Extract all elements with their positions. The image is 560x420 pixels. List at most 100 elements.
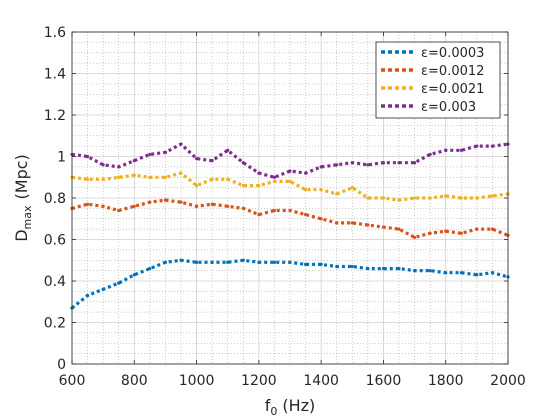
y-tick-label: 0.8 [44, 191, 66, 207]
data-point [101, 163, 105, 167]
data-point [272, 260, 277, 264]
y-axis-label: Dmax (Mpc) [12, 154, 34, 242]
x-tick-label: 1800 [428, 373, 464, 389]
data-point [194, 183, 199, 188]
data-point [210, 159, 214, 163]
data-point [194, 156, 199, 161]
data-point [179, 171, 183, 175]
data-point [226, 177, 230, 181]
data-point [163, 175, 168, 179]
data-point [335, 163, 339, 167]
data-point [397, 266, 401, 271]
legend-label-1: ε=0.0003 [421, 46, 484, 61]
data-point [210, 177, 214, 181]
data-point [350, 264, 354, 269]
data-point [350, 221, 354, 225]
data-point [226, 260, 230, 264]
y-tick-label: 0 [57, 357, 66, 373]
data-point [288, 179, 292, 183]
data-point [272, 208, 277, 213]
x-tick-label: 1400 [303, 373, 339, 389]
data-point [241, 206, 245, 210]
data-point [412, 196, 417, 200]
data-point [366, 223, 370, 227]
data-point [412, 269, 417, 273]
data-point [350, 186, 354, 190]
legend-label-2: ε=0.0012 [421, 64, 484, 79]
data-point [117, 208, 121, 213]
data-point [303, 262, 308, 266]
y-axis-label-unit: (Mpc) [12, 154, 31, 199]
data-point [257, 171, 261, 175]
data-point [148, 266, 152, 271]
data-point [272, 175, 277, 179]
data-point [241, 183, 245, 188]
y-tick-label: 0.2 [44, 316, 66, 332]
data-point [366, 266, 370, 271]
data-point [163, 198, 168, 202]
data-point [444, 194, 448, 198]
data-point [381, 266, 386, 271]
data-point [428, 269, 432, 273]
data-point [117, 175, 121, 179]
data-point [132, 273, 136, 277]
data-point [85, 177, 90, 181]
data-point [459, 148, 463, 152]
data-point [459, 271, 463, 275]
data-point [319, 262, 323, 266]
y-tick-label: 1 [57, 150, 66, 166]
data-point [303, 213, 308, 217]
data-point [132, 204, 136, 208]
y-axis-ticks: 0 0.2 0.4 0.6 0.8 1 1.2 1.4 1.6 [44, 25, 508, 373]
data-point [490, 144, 495, 148]
x-axis-ticks: 600 800 1000 1200 1400 1600 1800 2000 [59, 32, 526, 389]
data-point [319, 165, 323, 169]
data-point [459, 196, 463, 200]
data-point [475, 196, 479, 200]
y-axis-label-main: D [12, 229, 31, 241]
data-point [366, 163, 370, 167]
data-point [490, 194, 495, 198]
data-point [179, 200, 183, 204]
data-point [117, 281, 121, 285]
data-point [350, 161, 354, 165]
data-point [257, 183, 261, 188]
x-tick-label: 800 [121, 373, 148, 389]
data-point [257, 260, 261, 264]
data-point [381, 225, 386, 229]
x-tick-label: 2000 [490, 373, 526, 389]
data-point [226, 204, 230, 208]
data-point [412, 161, 417, 165]
data-point [397, 161, 401, 165]
data-point [475, 273, 479, 277]
data-point [444, 148, 448, 152]
data-point [444, 271, 448, 275]
data-point [475, 144, 479, 148]
data-point [366, 196, 370, 200]
data-point [475, 227, 479, 231]
data-point [335, 221, 339, 225]
data-point [163, 150, 168, 154]
data-point [335, 192, 339, 196]
series-line-4 [71, 142, 509, 179]
data-point [459, 231, 463, 235]
data-point [412, 235, 417, 240]
data-point [303, 171, 308, 175]
x-axis-label-unit: (Hz) [282, 396, 315, 415]
legend-label-3: ε=0.0021 [421, 82, 484, 97]
y-tick-label: 1.6 [44, 25, 66, 41]
data-point [288, 169, 292, 173]
data-point [163, 260, 168, 264]
x-axis-label: f0 (Hz) [265, 396, 316, 418]
data-point [226, 148, 230, 152]
data-point [132, 173, 136, 177]
data-point [444, 229, 448, 233]
data-point [397, 198, 401, 202]
data-point [335, 264, 339, 269]
data-point [194, 260, 199, 264]
data-point [381, 161, 386, 165]
data-point [148, 152, 152, 157]
y-tick-label: 1.2 [44, 108, 66, 124]
data-point [148, 175, 152, 179]
data-point [428, 196, 432, 200]
